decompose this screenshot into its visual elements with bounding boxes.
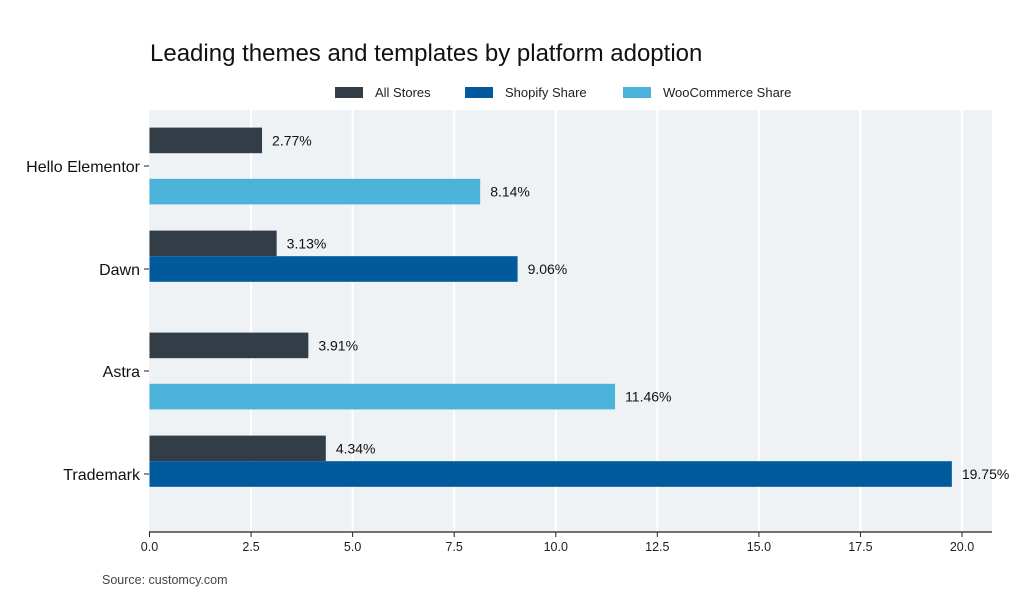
bar-all-stores — [149, 435, 326, 462]
bar-woocommerce-share — [149, 178, 481, 205]
data-label: 3.13% — [287, 235, 327, 251]
x-tick-label: 5.0 — [344, 540, 361, 554]
x-tick-label: 17.5 — [848, 540, 872, 554]
data-label: 9.06% — [528, 261, 568, 277]
legend: All Stores Shopify Share WooCommerce Share — [335, 85, 791, 100]
data-label: 11.46% — [625, 389, 671, 405]
category-label: Trademark — [63, 467, 141, 484]
legend-label: All Stores — [375, 85, 431, 100]
bar-all-stores — [149, 127, 263, 154]
x-tick-label: 20.0 — [950, 540, 974, 554]
data-label: 19.75% — [962, 466, 1009, 482]
bar-all-stores — [149, 230, 277, 257]
data-label: 3.91% — [318, 337, 358, 353]
bar-all-stores — [149, 332, 309, 359]
category-label: Hello Elementor — [26, 159, 141, 176]
category-label: Dawn — [99, 262, 140, 279]
source-note: Source: customcy.com — [102, 573, 228, 587]
data-label: 4.34% — [336, 440, 376, 456]
bar-shopify-share — [149, 256, 518, 282]
legend-swatch — [465, 87, 493, 98]
legend-swatch — [623, 87, 651, 98]
category-label: Astra — [103, 364, 140, 381]
x-tick-label: 0.0 — [141, 540, 158, 554]
x-tick-label: 7.5 — [445, 540, 462, 554]
data-label: 2.77% — [272, 132, 312, 148]
bar-woocommerce-share — [149, 383, 616, 410]
x-tick-label: 15.0 — [747, 540, 771, 554]
chart-title: Leading themes and templates by platform… — [150, 40, 702, 67]
legend-label: Shopify Share — [505, 85, 587, 100]
data-label: 8.14% — [490, 184, 530, 200]
bar-shopify-share — [149, 461, 952, 487]
legend-swatch — [335, 87, 363, 98]
x-tick-label: 10.0 — [544, 540, 568, 554]
x-tick-label: 12.5 — [645, 540, 669, 554]
legend-label: WooCommerce Share — [663, 85, 791, 100]
x-tick-label: 2.5 — [242, 540, 259, 554]
